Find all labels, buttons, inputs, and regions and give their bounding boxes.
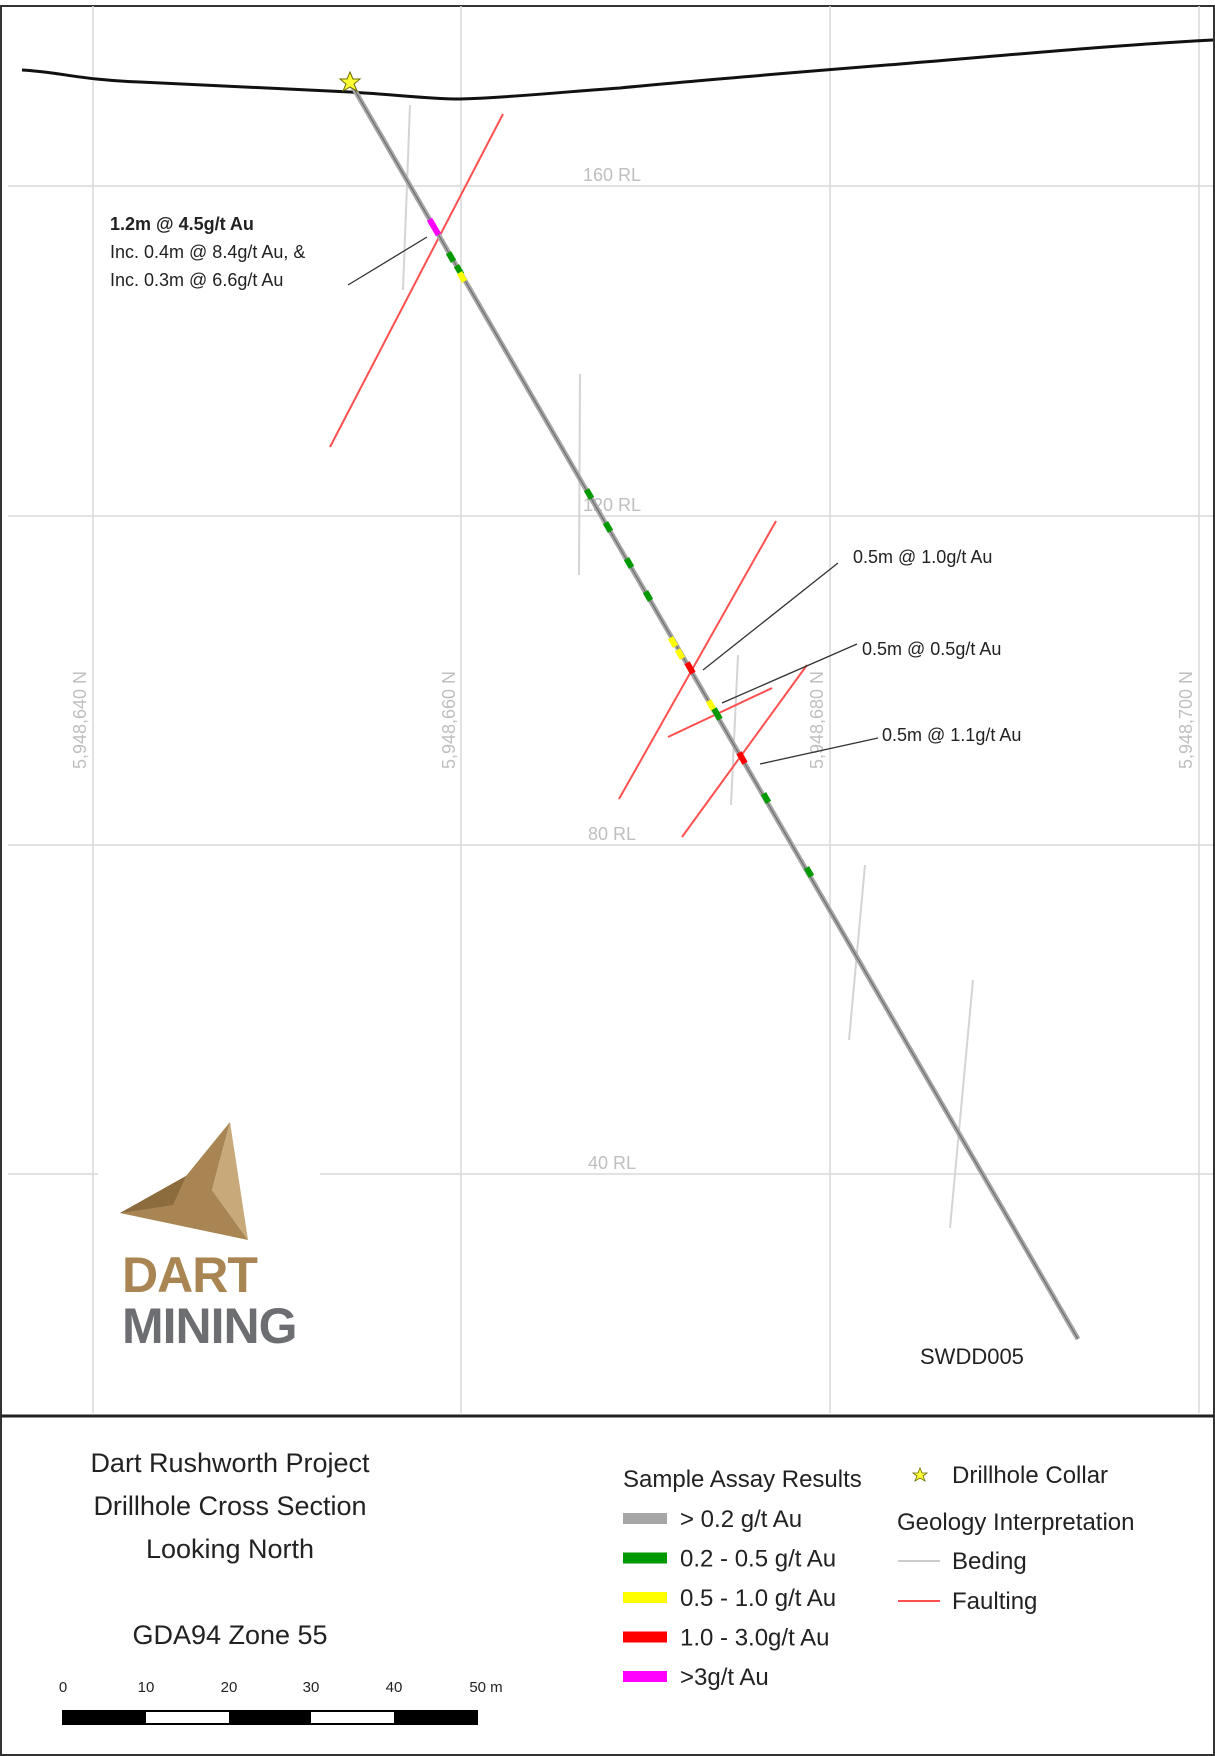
- assay-interval-mark: [760, 792, 772, 804]
- legend-assay-label: 0.5 - 1.0 g/t Au: [680, 1585, 836, 1612]
- assay-interval-mark: [674, 648, 686, 660]
- topography-surface: [21, 38, 1214, 101]
- legend-assay-swatch: [623, 1513, 667, 1524]
- callout-leaders: [347, 236, 879, 765]
- legend-title-project: Dart Rushworth Project: [90, 1448, 370, 1478]
- dart-mining-logo: DART MINING: [120, 1122, 298, 1354]
- assay-interval-mark: [602, 521, 614, 533]
- assay-interval-mark: [426, 217, 442, 237]
- legend-collar-label: Drillhole Collar: [952, 1462, 1108, 1489]
- legend-collar-star-icon: [911, 1466, 929, 1482]
- legend-bedding-label: Beding: [952, 1548, 1027, 1575]
- rl-label-40: 40 RL: [588, 1153, 636, 1173]
- legend-geology-title: Geology Interpretation: [897, 1509, 1134, 1536]
- assay-interval-mark: [736, 751, 748, 765]
- assay-intervals: [426, 217, 815, 878]
- assay-interval-mark: [456, 271, 468, 283]
- legend-assay-swatch: [623, 1671, 667, 1682]
- rl-label-80: 80 RL: [588, 824, 636, 844]
- assay-legend: Sample Assay Results > 0.2 g/t Au 0.2 - 0…: [623, 1466, 862, 1691]
- legend-title-section: Drillhole Cross Section: [93, 1491, 366, 1521]
- legend-assay-swatch: [623, 1631, 667, 1643]
- figure-border: [0, 5, 1215, 1756]
- legend-faulting-label: Faulting: [952, 1588, 1037, 1615]
- assay-interval-mark: [684, 661, 696, 675]
- legend-assay-label: 0.2 - 0.5 g/t Au: [680, 1546, 836, 1573]
- scale-tick-40: 40: [386, 1679, 403, 1696]
- legend-assay-label: >3g/t Au: [680, 1664, 769, 1691]
- assay-interval-mark: [667, 636, 679, 648]
- scale-bar: 0 10 20 30 40 50 m: [59, 1679, 503, 1725]
- assay-interval-mark: [623, 557, 635, 569]
- scale-tick-0: 0: [59, 1679, 67, 1696]
- assay-interval-mark: [445, 251, 457, 263]
- legend-datum: GDA94 Zone 55: [132, 1620, 327, 1650]
- callout-c: 0.5m @ 0.5g/t Au: [862, 639, 1001, 659]
- callout-d: 0.5m @ 1.1g/t Au: [882, 725, 1021, 745]
- legend-assay-swatch: [623, 1592, 667, 1603]
- rl-label-160: 160 RL: [583, 165, 641, 185]
- scale-tick-10: 10: [138, 1679, 155, 1696]
- callout-b: 0.5m @ 1.0g/t Au: [853, 547, 992, 567]
- callout-a-title: 1.2m @ 4.5g/t Au: [110, 214, 254, 234]
- assay-interval-mark: [583, 488, 595, 500]
- northing-label-640: 5,948,640 N: [70, 671, 90, 769]
- assay-interval-mark: [711, 707, 723, 721]
- legend-assay-label: > 0.2 g/t Au: [680, 1506, 802, 1533]
- callout-a-line2: Inc. 0.4m @ 8.4g/t Au, &: [110, 242, 305, 262]
- assay-interval-mark: [705, 699, 717, 711]
- scale-tick-30: 30: [303, 1679, 320, 1696]
- legend-assay-label: 1.0 - 3.0g/t Au: [680, 1625, 829, 1652]
- grid: [8, 6, 1213, 1413]
- logo-word-mining: MINING: [122, 1298, 297, 1354]
- callout-a-line3: Inc. 0.3m @ 6.6g/t Au: [110, 270, 283, 290]
- geology-legend: Drillhole Collar Geology Interpretation …: [897, 1462, 1134, 1615]
- drillhole-collar-star-icon: [338, 70, 362, 93]
- logo-dart-arrow-icon: [120, 1122, 248, 1240]
- legend-assay-swatch: [623, 1552, 667, 1564]
- northing-label-660: 5,948,660 N: [439, 671, 459, 769]
- scale-tick-50: 50 m: [469, 1679, 502, 1696]
- legend-title-looking: Looking North: [146, 1534, 314, 1564]
- northing-label-700: 5,948,700 N: [1176, 671, 1196, 769]
- logo-word-dart: DART: [122, 1247, 257, 1303]
- hole-id-label: SWDD005: [920, 1344, 1024, 1369]
- fault-traces: [329, 113, 808, 838]
- assay-interval-mark: [803, 866, 815, 878]
- assay-legend-title: Sample Assay Results: [623, 1466, 862, 1493]
- assay-interval-mark: [642, 590, 654, 602]
- northing-label-680: 5,948,680 N: [807, 671, 827, 769]
- scale-tick-20: 20: [221, 1679, 238, 1696]
